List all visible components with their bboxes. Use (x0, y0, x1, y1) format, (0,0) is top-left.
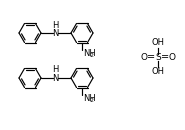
Text: O: O (169, 53, 176, 61)
Text: N: N (52, 29, 58, 38)
Text: OH: OH (152, 37, 164, 47)
Text: NH: NH (83, 49, 96, 58)
Text: H: H (52, 21, 58, 30)
Text: NH: NH (83, 94, 96, 103)
Text: O: O (140, 53, 147, 61)
Text: =: = (161, 52, 169, 62)
Text: S: S (155, 53, 161, 61)
Text: H: H (52, 66, 58, 74)
Text: 2: 2 (90, 53, 94, 58)
Text: =: = (147, 52, 155, 62)
Text: OH: OH (152, 67, 164, 76)
Text: N: N (52, 74, 58, 83)
Text: 2: 2 (90, 98, 94, 103)
